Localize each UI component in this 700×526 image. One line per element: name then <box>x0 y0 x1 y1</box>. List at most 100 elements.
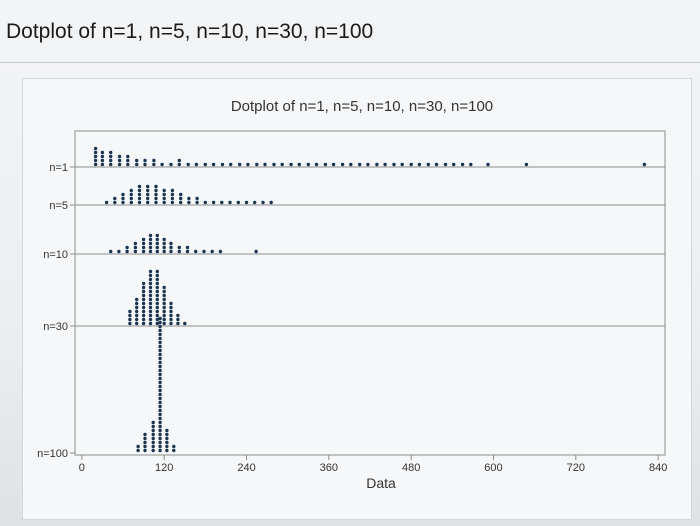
data-dot <box>177 249 181 254</box>
data-dot <box>141 245 146 250</box>
data-dot <box>158 436 162 441</box>
data-dot <box>126 154 130 159</box>
data-dot <box>162 301 166 306</box>
data-dot <box>211 200 216 205</box>
data-dot <box>158 324 162 329</box>
data-dot <box>162 285 166 290</box>
data-dot <box>203 162 207 167</box>
data-dot <box>121 196 125 201</box>
data-dot <box>254 249 258 254</box>
data-dot <box>383 162 387 167</box>
data-dot <box>143 444 147 449</box>
data-dot <box>179 200 183 205</box>
data-dot <box>158 440 162 445</box>
data-dot <box>443 162 448 167</box>
data-dot <box>155 305 159 310</box>
data-dot <box>195 196 199 201</box>
data-dot <box>323 162 328 167</box>
data-dot <box>121 200 125 205</box>
data-dot <box>162 188 166 193</box>
data-dot <box>121 192 125 197</box>
data-dot <box>392 162 396 167</box>
data-dot <box>133 241 138 246</box>
data-dot <box>154 188 158 193</box>
data-dot <box>160 162 164 167</box>
data-dot <box>417 162 422 167</box>
data-dot <box>289 162 293 167</box>
data-dot <box>109 249 113 254</box>
data-dot <box>176 321 180 326</box>
data-dot <box>148 321 153 326</box>
panel-label: n=1 <box>49 162 68 174</box>
data-dot <box>155 313 159 318</box>
data-dot <box>137 200 142 205</box>
data-dot <box>165 440 169 445</box>
data-dot <box>155 285 159 290</box>
data-dot <box>155 249 159 254</box>
data-dot <box>170 196 175 201</box>
data-dot <box>148 293 153 298</box>
data-dot <box>162 237 166 242</box>
x-tick-label: 720 <box>567 462 585 474</box>
chart-title: Dotplot of n=1, n=5, n=10, n=30, n=100 <box>231 98 493 115</box>
data-dot <box>409 162 413 167</box>
data-dot <box>148 237 153 242</box>
data-dot <box>93 150 98 155</box>
data-dot <box>143 448 147 453</box>
data-dot <box>148 301 153 306</box>
data-dot <box>162 241 166 246</box>
data-dot <box>187 196 191 201</box>
x-tick-label: 0 <box>79 462 85 474</box>
data-dot <box>228 200 232 205</box>
data-dot <box>141 309 146 314</box>
data-dot <box>162 245 166 250</box>
data-dot <box>151 440 155 445</box>
data-dot <box>269 200 273 205</box>
data-dot <box>126 158 130 163</box>
data-dot <box>169 301 173 306</box>
data-dot <box>135 317 139 322</box>
data-dot <box>165 432 169 437</box>
data-dot <box>135 162 139 167</box>
data-dot <box>162 200 166 205</box>
data-dot <box>158 364 162 369</box>
data-dot <box>93 154 98 159</box>
data-dot <box>155 289 159 294</box>
data-dot <box>340 162 345 167</box>
data-dot <box>172 444 176 449</box>
data-dot <box>297 162 301 167</box>
data-dot <box>155 277 159 282</box>
data-dot <box>148 249 153 254</box>
data-dot <box>162 196 166 201</box>
data-dot <box>375 162 379 167</box>
data-dot <box>202 249 206 254</box>
data-dot <box>155 309 159 314</box>
data-dot <box>151 444 155 449</box>
data-dot <box>158 448 162 453</box>
data-dot <box>141 237 146 242</box>
plot-frame <box>74 130 666 456</box>
data-dot <box>158 340 162 345</box>
data-dot <box>170 200 175 205</box>
data-dot <box>158 380 162 385</box>
data-dot <box>236 200 240 205</box>
data-dot <box>154 200 158 205</box>
data-dot <box>148 277 153 282</box>
data-dot <box>176 313 180 318</box>
data-dot <box>158 372 162 377</box>
data-dot <box>137 192 142 197</box>
data-dot <box>162 192 166 197</box>
data-dot <box>158 376 162 381</box>
data-dot <box>133 249 138 254</box>
data-dot <box>117 158 122 163</box>
data-dot <box>366 162 370 167</box>
data-dot <box>155 245 159 250</box>
divider <box>0 62 700 63</box>
data-dot <box>113 196 117 201</box>
data-dot <box>154 192 158 197</box>
data-dot <box>151 432 155 437</box>
data-dot <box>125 249 129 254</box>
data-dot <box>155 293 159 298</box>
data-dot <box>117 154 122 159</box>
data-dot <box>158 404 162 409</box>
